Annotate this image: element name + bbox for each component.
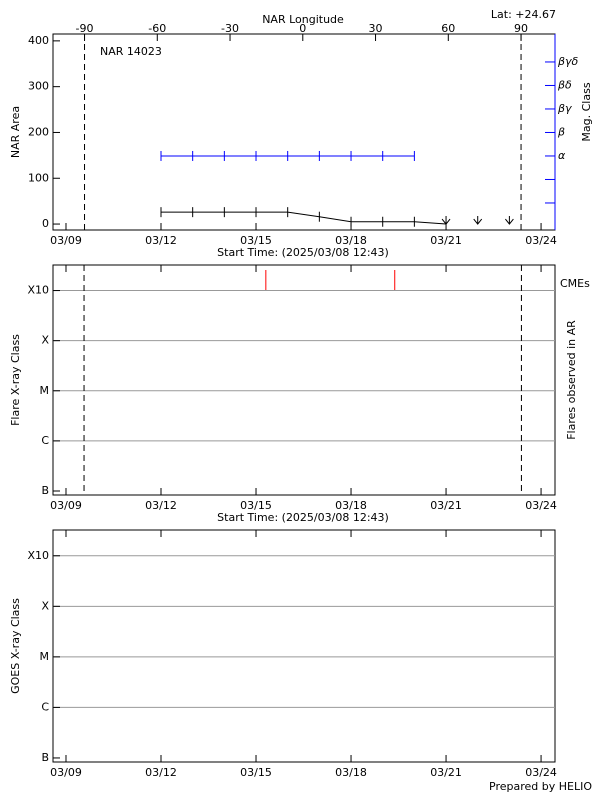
latitude: Lat: +24.67 [491,8,556,21]
x-tick-label: 03/21 [430,499,462,512]
plot-frame [52,529,556,763]
y2-tick-label: β [557,125,565,138]
x2-tick-label: 30 [369,22,383,35]
x2-tick-label: 0 [299,22,306,35]
x2-tick-label: -90 [76,22,94,35]
y-axis-label: GOES X-ray Class [9,598,22,694]
y-tick-label: 300 [28,80,49,93]
footer: Prepared by HELIO [489,780,592,793]
y2-tick-label: βγ [557,102,572,115]
y2-axis-label: Mag. Class [580,82,593,141]
limit-arrow [473,216,483,225]
x-axis-label: Start Time: (2025/03/08 12:43) [217,511,389,524]
x-tick-label: 03/21 [430,234,462,247]
y-tick-label: 100 [28,171,49,184]
y-axis-label: Flare X-ray Class [9,334,22,426]
y-tick-label: 0 [42,217,49,230]
x-tick-label: 03/18 [335,766,367,779]
y-axis-label: NAR Area [9,106,22,158]
y2-tick-label: α [558,149,566,162]
x-tick-label: 03/21 [430,766,462,779]
y-tick-label: M [40,650,50,663]
x-tick-label: 03/12 [145,234,177,247]
x-tick-label: 03/12 [145,766,177,779]
x2-axis-label: NAR Longitude [262,13,344,26]
x-tick-label: 03/09 [50,499,82,512]
x-tick-label: 03/09 [50,234,82,247]
y-tick-label: 200 [28,125,49,138]
y-tick-label: X10 [27,549,49,562]
x-tick-label: 03/18 [335,499,367,512]
x-tick-label: 03/24 [525,499,557,512]
y-tick-label: B [41,751,49,764]
y-tick-label: C [41,700,49,713]
x2-tick-label: 90 [514,22,528,35]
y-tick-label: X [41,599,49,612]
x2-tick-label: -30 [221,22,239,35]
y-tick-label: 400 [28,34,49,47]
y-tick-label: C [41,434,49,447]
plot-frame [52,264,556,496]
x-tick-label: 03/15 [240,766,272,779]
y-tick-label: X10 [27,284,49,297]
x-tick-label: 03/12 [145,499,177,512]
cme-label: CMEs [560,277,590,290]
y-tick-label: M [40,384,50,397]
x-tick-label: 03/15 [240,234,272,247]
y-tick-label: X [41,334,49,347]
x2-tick-label: -60 [148,22,166,35]
limit-arrow [505,216,514,225]
x-tick-label: 03/24 [525,766,557,779]
limit-arrow [441,216,451,225]
series-line [161,211,447,225]
y2-tick-label: βδ [557,78,572,91]
y-tick-label: B [41,484,49,497]
x2-tick-label: 60 [441,22,455,35]
x-tick-label: 03/24 [525,234,557,247]
panel-title: NAR 14023 [100,45,162,58]
x-tick-label: 03/09 [50,766,82,779]
y2-tick-label: βγδ [557,55,579,68]
x-tick-label: 03/18 [335,234,367,247]
plot-frame [52,33,556,231]
x-tick-label: 03/15 [240,499,272,512]
y2-axis-label: Flares observed in AR [565,320,578,440]
x-axis-label: Start Time: (2025/03/08 12:43) [217,246,389,259]
